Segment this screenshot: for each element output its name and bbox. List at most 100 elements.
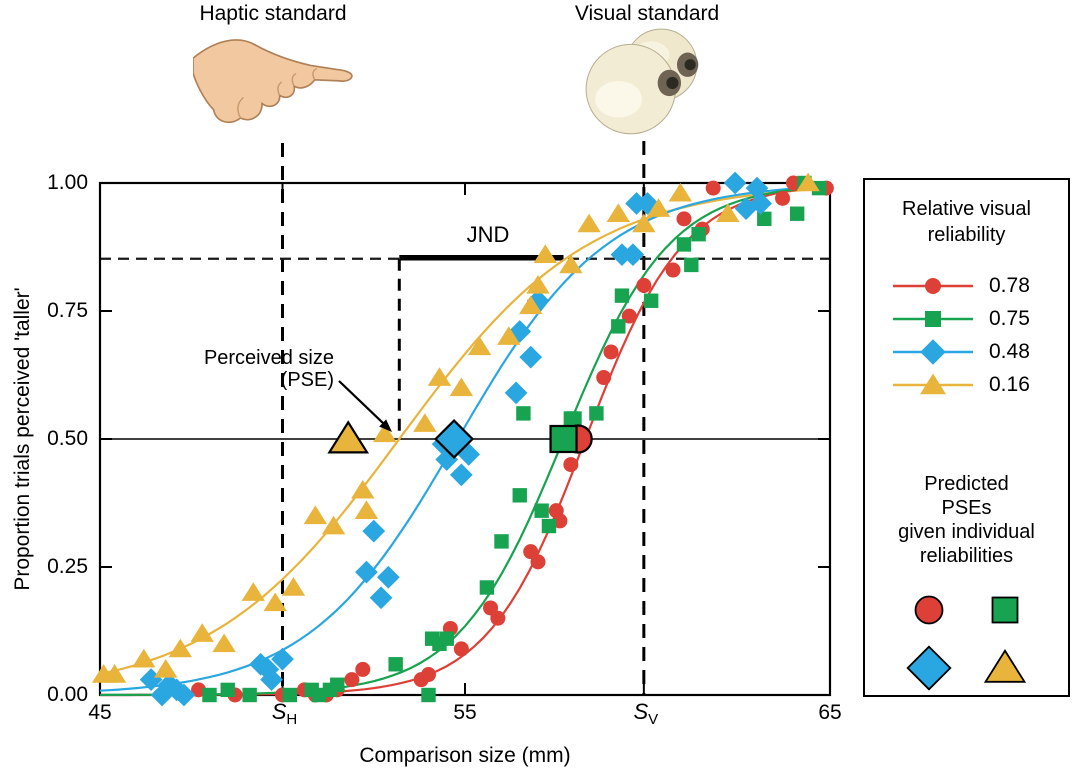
data-point-0.48 bbox=[362, 519, 386, 543]
data-point-0.75 bbox=[421, 687, 436, 703]
data-point-0.16 bbox=[533, 244, 557, 263]
data-point-0.75 bbox=[202, 687, 217, 703]
square-icon bbox=[991, 596, 1018, 624]
psychometric-curve-0.48 bbox=[99, 185, 831, 692]
pse-annotation-line1: Perceived size bbox=[203, 347, 334, 369]
data-point-0.48 bbox=[519, 345, 543, 369]
y-tick-label: 0.75 bbox=[47, 299, 88, 322]
data-point-0.78 bbox=[603, 344, 619, 360]
legend-entry-label: 0.16 bbox=[989, 372, 1030, 396]
predicted-pse-markers bbox=[865, 584, 1068, 694]
data-point-0.16 bbox=[354, 500, 379, 519]
data-point-0.16 bbox=[497, 326, 521, 345]
diamond-icon bbox=[920, 338, 946, 365]
data-point-0.75 bbox=[676, 237, 692, 252]
legend-box: Relative visual reliability 0.78 0.75 0.48… bbox=[863, 178, 1070, 697]
circle-legend-marker bbox=[893, 277, 973, 294]
pse-annotation: Perceived size (PSE) bbox=[132, 347, 334, 391]
data-point-0.75 bbox=[479, 580, 495, 595]
predicted-pse-marker-0.16 bbox=[327, 420, 370, 454]
data-point-0.75 bbox=[691, 227, 706, 242]
data-point-0.75 bbox=[757, 211, 772, 227]
data-point-0.78 bbox=[421, 667, 436, 683]
pse-arrowhead bbox=[379, 419, 392, 432]
data-point-0.16 bbox=[303, 505, 328, 525]
circle-icon bbox=[925, 277, 941, 294]
data-point-0.16 bbox=[351, 479, 375, 499]
predicted-pse-marker-row bbox=[865, 642, 1068, 694]
haptic-standard-label: Haptic standard bbox=[199, 2, 347, 25]
legend-entry-label: 0.75 bbox=[989, 306, 1030, 330]
data-point-0.16 bbox=[716, 203, 740, 222]
data-point-0.48 bbox=[376, 565, 400, 589]
x-tick-label: 55 bbox=[453, 701, 477, 724]
data-point-0.75 bbox=[643, 293, 659, 308]
data-point-0.75 bbox=[439, 631, 454, 646]
data-point-0.16 bbox=[668, 182, 693, 202]
legend-entries: 0.78 0.75 0.48 0.16 bbox=[865, 269, 1068, 401]
legend-entry-label: 0.78 bbox=[989, 273, 1030, 297]
data-point-0.16 bbox=[577, 213, 601, 233]
data-point-0.75 bbox=[242, 687, 257, 703]
y-tick-label: 1.00 bbox=[47, 171, 88, 194]
data-point-0.78 bbox=[563, 457, 579, 473]
predicted-pse-title-line: PSEs bbox=[941, 497, 992, 519]
triangle-icon bbox=[920, 373, 946, 394]
legend-entry: 0.75 bbox=[865, 302, 1068, 335]
data-point-0.16 bbox=[467, 336, 492, 356]
data-point-0.78 bbox=[355, 661, 371, 677]
data-point-0.16 bbox=[102, 664, 127, 683]
predicted-pse-marker-row bbox=[865, 584, 1068, 636]
data-point-0.75 bbox=[567, 411, 582, 426]
data-point-0.16 bbox=[281, 577, 306, 596]
data-point-0.16 bbox=[212, 633, 236, 653]
triangle-icon bbox=[983, 649, 1026, 683]
data-point-0.75 bbox=[684, 257, 699, 273]
y-tick-label: 0.50 bbox=[47, 427, 88, 450]
data-point-0.48 bbox=[745, 176, 769, 200]
data-point-0.78 bbox=[676, 211, 692, 227]
data-point-0.78 bbox=[530, 554, 546, 570]
triangle-legend-marker bbox=[893, 373, 973, 394]
data-point-0.75 bbox=[330, 677, 345, 692]
data-point-0.16 bbox=[132, 648, 156, 668]
data-point-0.48 bbox=[355, 560, 378, 584]
predicted-pse-title-line: Predicted bbox=[924, 473, 1009, 495]
pse-annotation-line2: (PSE) bbox=[280, 369, 334, 391]
diamond-predicted-icon bbox=[905, 645, 952, 691]
data-point-0.16 bbox=[373, 423, 397, 443]
data-point-0.48 bbox=[260, 668, 283, 691]
visual-standard-label: Visual standard bbox=[574, 2, 720, 25]
data-point-0.75 bbox=[614, 288, 630, 303]
legend-entry: 0.16 bbox=[865, 368, 1068, 401]
circle-predicted-icon bbox=[914, 595, 943, 625]
psychometric-curve-0.16 bbox=[99, 187, 831, 676]
data-point-0.16 bbox=[427, 367, 452, 386]
data-point-0.16 bbox=[321, 515, 346, 535]
data-point-0.16 bbox=[168, 638, 192, 658]
circle-icon bbox=[914, 595, 943, 625]
eyeballs-icon bbox=[585, 28, 699, 135]
data-point-0.16 bbox=[519, 295, 543, 315]
legend-title-line2: reliability bbox=[927, 224, 1006, 246]
data-point-0.78 bbox=[344, 672, 360, 688]
data-point-0.78 bbox=[636, 277, 652, 293]
data-point-0.16 bbox=[606, 203, 630, 222]
pse-arrow bbox=[338, 380, 384, 424]
predicted-pse-title-line: reliabilities bbox=[919, 545, 1014, 567]
data-point-0.75 bbox=[534, 503, 549, 518]
data-point-0.48 bbox=[621, 243, 645, 267]
data-point-0.78 bbox=[775, 190, 791, 206]
data-point-0.78 bbox=[665, 262, 681, 278]
diamond-legend-marker bbox=[893, 338, 973, 365]
data-point-0.75 bbox=[282, 687, 297, 703]
x-axis-title: Comparison size (mm) bbox=[359, 744, 571, 767]
data-point-0.48 bbox=[172, 683, 196, 707]
legend-title-line1: Relative visual bbox=[902, 198, 1031, 220]
data-point-0.48 bbox=[449, 463, 473, 487]
square-predicted-icon bbox=[991, 596, 1018, 624]
data-point-0.16 bbox=[796, 172, 820, 192]
data-point-0.78 bbox=[453, 641, 469, 657]
x-tick-label: 45 bbox=[88, 701, 112, 724]
